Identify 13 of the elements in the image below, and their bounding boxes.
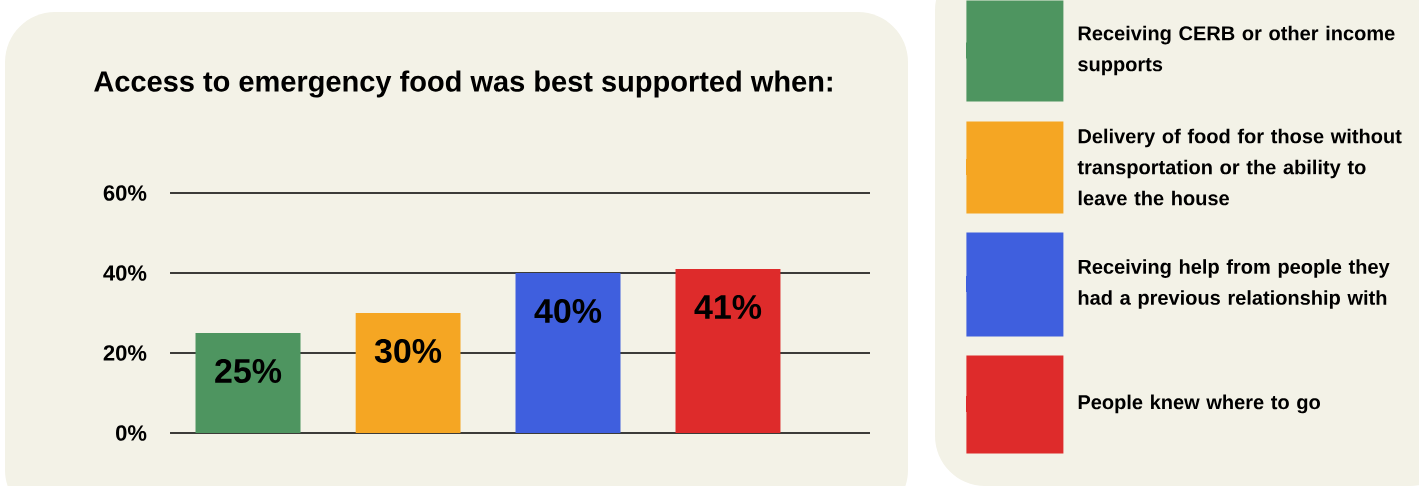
- legend-label: People knew where to go: [1078, 394, 1321, 414]
- y-tick-label: 0%: [116, 425, 147, 441]
- legend-label: Delivery of food for those without transportation or the ability to leave the house: [1077, 128, 1402, 206]
- legend-label: Receiving help from people they had a previous relationship with: [1078, 259, 1390, 309]
- y-tick-label: 40%: [103, 265, 147, 281]
- y-tick-label: 20%: [103, 345, 147, 361]
- data-label: 25%: [215, 358, 282, 384]
- y-tick-label: 60%: [103, 185, 147, 201]
- data-label: 40%: [534, 298, 602, 324]
- data-label: 41%: [694, 295, 762, 319]
- legend-label: Receiving CERB or other income supports: [1078, 25, 1395, 76]
- data-label: 30%: [374, 338, 442, 364]
- chart-title: Access to emergency food was best supported when:: [94, 70, 832, 98]
